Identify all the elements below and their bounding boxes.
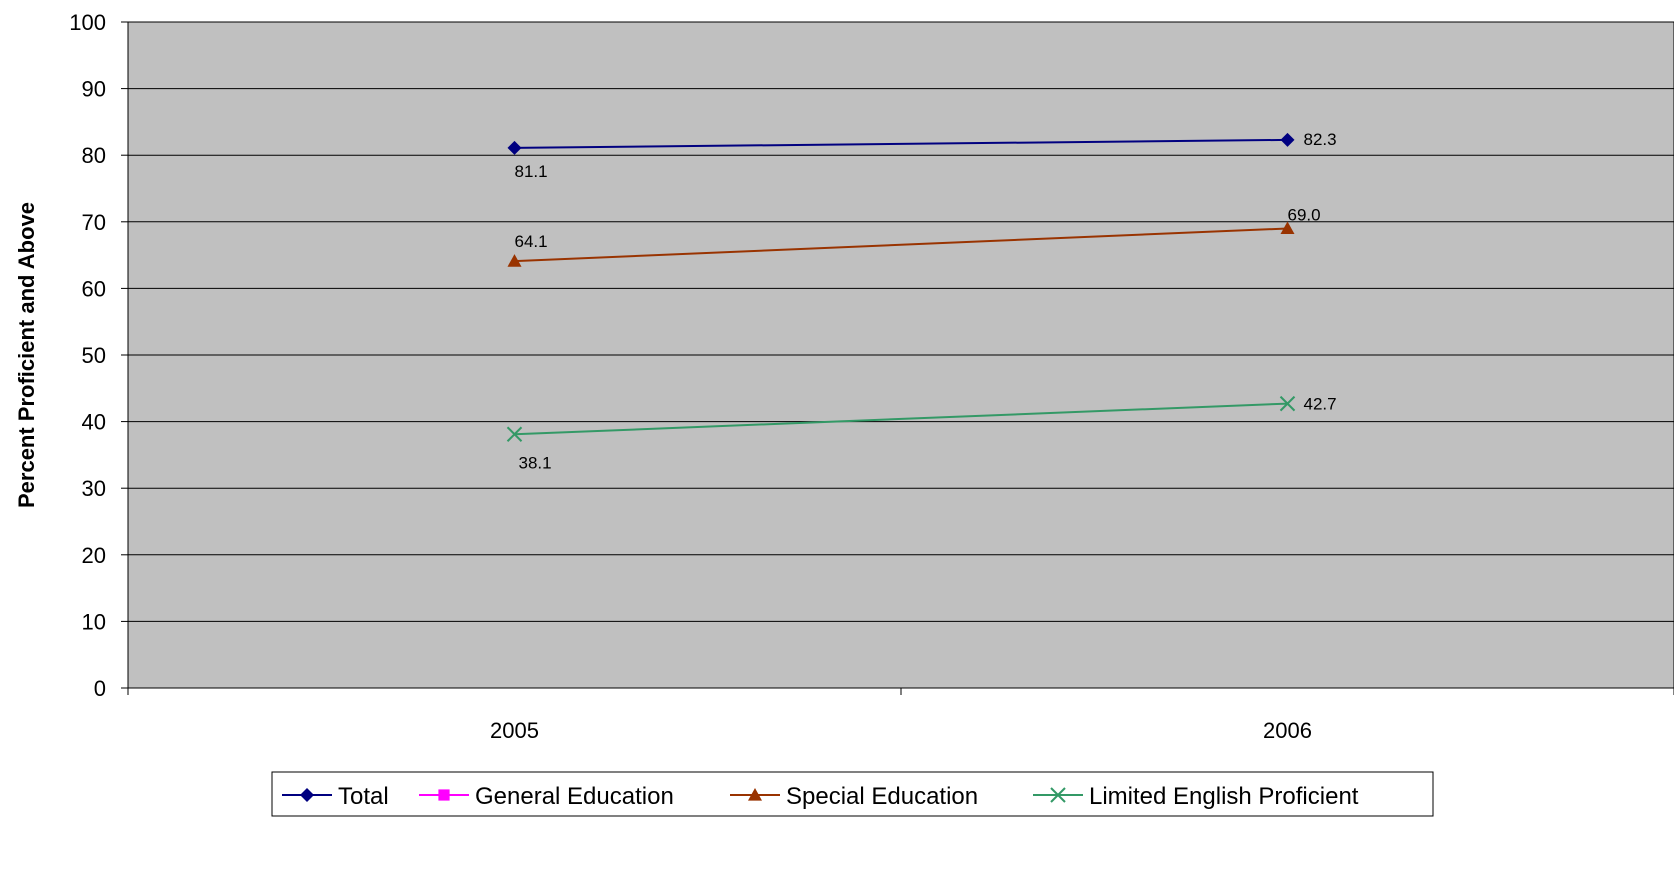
series-lines bbox=[506, 132, 1296, 442]
marker-diamond bbox=[507, 140, 522, 155]
series-line bbox=[514, 138, 1288, 149]
data-label: 38.1 bbox=[519, 453, 552, 472]
y-tick-label: 80 bbox=[82, 143, 106, 168]
x-tick-label: 2006 bbox=[1263, 718, 1312, 743]
y-axis-tick-labels: 0 10 20 30 40 50 60 70 80 90 100 bbox=[69, 10, 106, 701]
marker-square bbox=[438, 789, 450, 801]
y-tick-label: 40 bbox=[82, 410, 106, 435]
legend-label: General Education bbox=[475, 783, 674, 810]
data-label: 42.7 bbox=[1304, 395, 1337, 414]
y-tick-label: 0 bbox=[94, 676, 106, 701]
gridlines bbox=[128, 21, 1674, 622]
marker-triangle bbox=[1280, 221, 1295, 235]
marker-diamond bbox=[1280, 132, 1295, 147]
data-label: 69.0 bbox=[1288, 205, 1321, 224]
marker-triangle bbox=[507, 254, 522, 267]
y-tick-label: 60 bbox=[82, 276, 106, 301]
series-line bbox=[514, 402, 1288, 436]
y-tick-label: 50 bbox=[82, 343, 106, 368]
legend-label: Special Education bbox=[786, 783, 978, 810]
x-tick-label: 2005 bbox=[490, 718, 539, 743]
marker-x bbox=[1050, 787, 1066, 803]
y-axis-title: Percent Proficient and Above bbox=[14, 202, 39, 508]
data-labels: 81.1 82.3 64.1 69.0 38.1 42.7 bbox=[515, 130, 1337, 472]
marker-x bbox=[506, 426, 523, 442]
data-label: 81.1 bbox=[515, 162, 548, 181]
marker-x bbox=[1279, 395, 1296, 412]
marker-diamond bbox=[300, 788, 314, 802]
legend-label: Limited English Proficient bbox=[1089, 783, 1359, 810]
y-tick-label: 10 bbox=[82, 609, 106, 634]
axes bbox=[121, 21, 1674, 695]
y-tick-label: 90 bbox=[82, 77, 106, 102]
data-label: 64.1 bbox=[515, 232, 548, 251]
y-tick-label: 20 bbox=[82, 543, 106, 568]
y-tick-label: 70 bbox=[82, 210, 106, 235]
x-axis-tick-labels: 2005 2006 bbox=[490, 718, 1312, 743]
legend-label: Total bbox=[338, 783, 389, 810]
series-line bbox=[514, 227, 1288, 263]
legend: Total General Education Special Education L… bbox=[271, 771, 1434, 817]
y-tick-label: 30 bbox=[82, 476, 106, 501]
marker-triangle bbox=[748, 788, 762, 801]
y-tick-label: 100 bbox=[69, 10, 106, 35]
data-label: 82.3 bbox=[1304, 130, 1337, 149]
